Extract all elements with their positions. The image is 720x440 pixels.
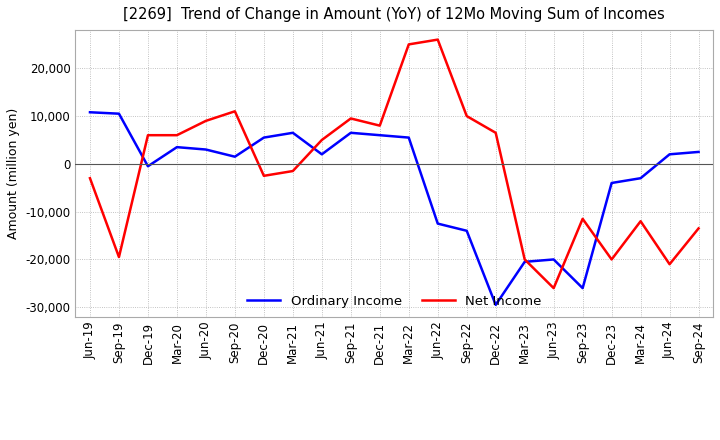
Net Income <box>462 114 471 119</box>
Ordinary Income <box>143 164 152 169</box>
Net Income <box>173 132 181 138</box>
Net Income <box>114 254 123 260</box>
Line: Net Income: Net Income <box>90 40 698 288</box>
Net Income <box>636 219 645 224</box>
Line: Ordinary Income: Ordinary Income <box>90 112 698 305</box>
Title: [2269]  Trend of Change in Amount (YoY) of 12Mo Moving Sum of Incomes: [2269] Trend of Change in Amount (YoY) o… <box>123 7 665 22</box>
Net Income <box>289 169 297 174</box>
Net Income <box>694 226 703 231</box>
Ordinary Income <box>694 149 703 154</box>
Ordinary Income <box>289 130 297 136</box>
Ordinary Income <box>578 286 587 291</box>
Ordinary Income <box>318 152 326 157</box>
Net Income <box>143 132 152 138</box>
Net Income <box>202 118 210 124</box>
Y-axis label: Amount (million yen): Amount (million yen) <box>7 108 20 239</box>
Legend: Ordinary Income, Net Income: Ordinary Income, Net Income <box>242 290 546 313</box>
Ordinary Income <box>230 154 239 159</box>
Ordinary Income <box>607 180 616 186</box>
Ordinary Income <box>462 228 471 233</box>
Ordinary Income <box>549 257 558 262</box>
Net Income <box>86 176 94 181</box>
Net Income <box>549 286 558 291</box>
Net Income <box>405 42 413 47</box>
Net Income <box>346 116 355 121</box>
Ordinary Income <box>405 135 413 140</box>
Net Income <box>491 130 500 136</box>
Ordinary Income <box>259 135 268 140</box>
Net Income <box>433 37 442 42</box>
Ordinary Income <box>521 259 529 264</box>
Ordinary Income <box>173 144 181 150</box>
Ordinary Income <box>114 111 123 116</box>
Ordinary Income <box>665 152 674 157</box>
Net Income <box>318 137 326 143</box>
Ordinary Income <box>86 110 94 115</box>
Net Income <box>259 173 268 179</box>
Net Income <box>521 257 529 262</box>
Ordinary Income <box>375 132 384 138</box>
Ordinary Income <box>433 221 442 226</box>
Net Income <box>230 109 239 114</box>
Net Income <box>665 262 674 267</box>
Ordinary Income <box>346 130 355 136</box>
Ordinary Income <box>636 176 645 181</box>
Ordinary Income <box>202 147 210 152</box>
Net Income <box>578 216 587 221</box>
Ordinary Income <box>491 302 500 308</box>
Net Income <box>375 123 384 128</box>
Net Income <box>607 257 616 262</box>
